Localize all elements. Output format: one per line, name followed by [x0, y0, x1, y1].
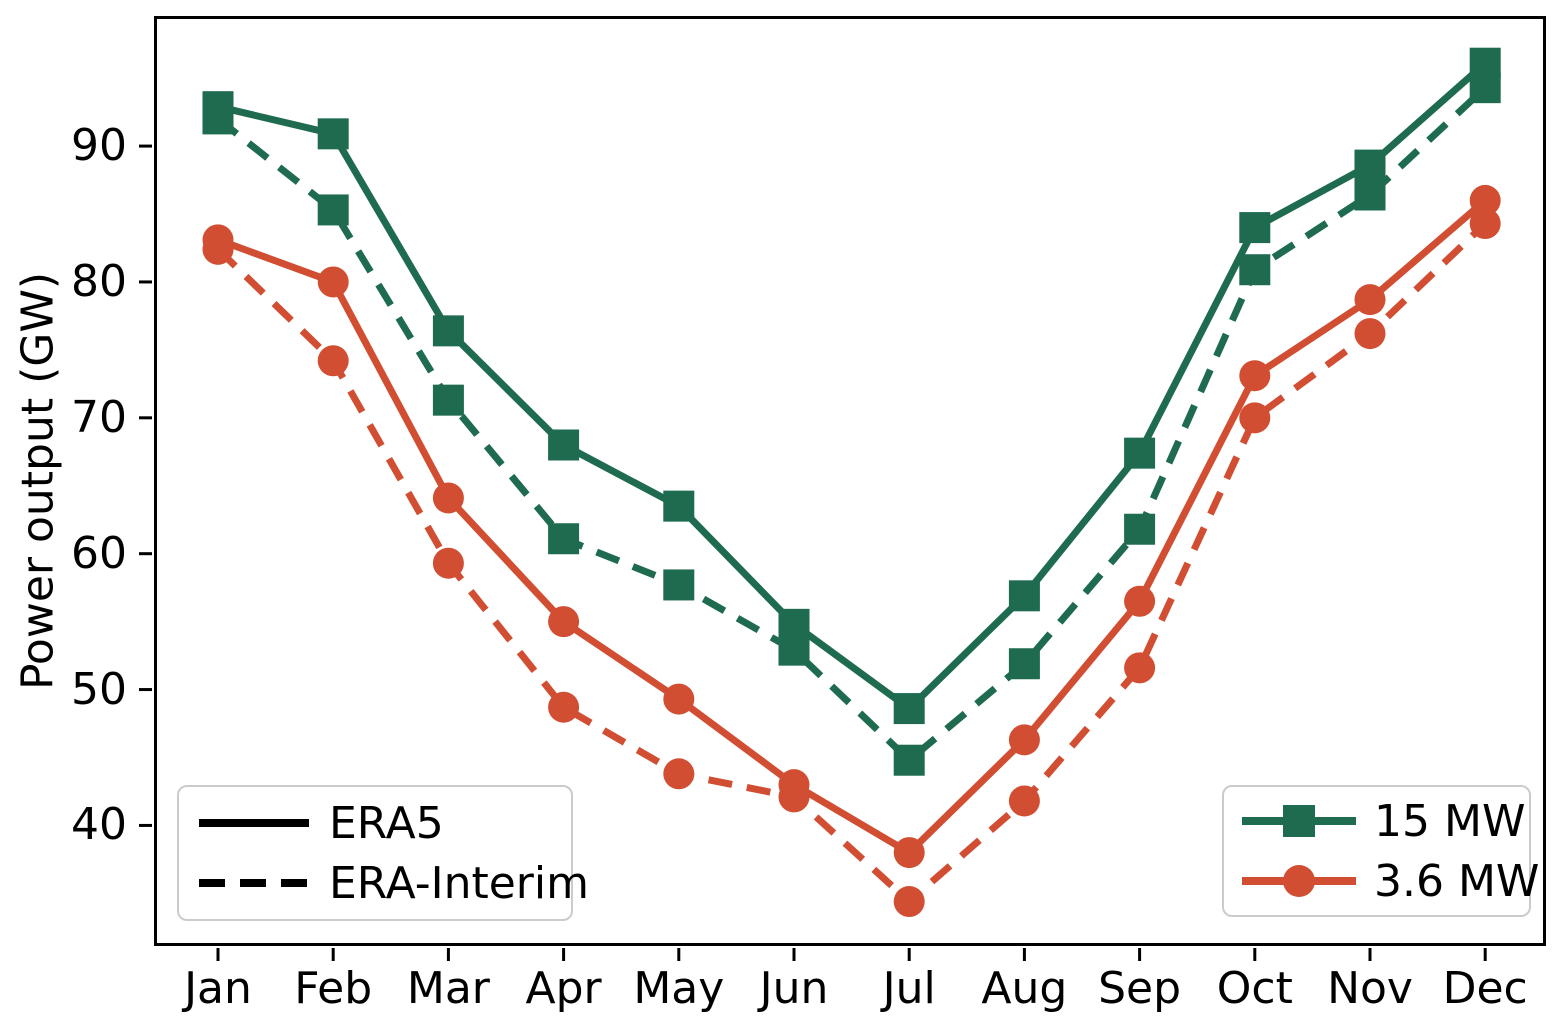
data-point-era-interim-aug [1008, 648, 1040, 680]
data-point-era5-dec [1469, 184, 1501, 216]
data-point-era-interim-jan [202, 103, 234, 135]
data-point-era5-nov [1354, 149, 1386, 181]
x-tick-label-aug: Aug [981, 963, 1068, 1014]
data-point-era-interim-sep [1124, 513, 1156, 545]
legend-item-36mw: 3.6 MW [1234, 851, 1539, 911]
data-point-era5-feb [317, 118, 349, 150]
data-point-era-interim-oct [1239, 254, 1271, 286]
x-tick-label-nov: Nov [1327, 963, 1413, 1014]
x-tick-label-jun: Jun [759, 963, 829, 1014]
series-line-15MW-era5 [217, 60, 1488, 713]
data-point-era5-mar [432, 482, 464, 514]
x-tick-label-may: May [633, 963, 725, 1014]
y-axis-label: Power output (GW) [12, 271, 64, 691]
data-point-era-interim-jun [778, 634, 810, 666]
data-point-era5-sep [1124, 585, 1156, 617]
x-tick-label-jul: Jul [882, 963, 936, 1014]
data-point-era-interim-jul [893, 744, 925, 776]
data-point-era5-may [663, 683, 695, 715]
y-tick-label-70: 70 [71, 391, 127, 443]
series-line-36MW-era5 [216, 197, 1488, 857]
plot-area [139, 47, 1501, 961]
y-tick-label-40: 40 [71, 799, 127, 851]
data-point-era-interim-oct [1239, 402, 1271, 434]
data-point-era5-may [663, 490, 695, 522]
data-point-era-interim-mar [432, 384, 464, 416]
data-point-era5-oct [1239, 360, 1271, 392]
legend-turbine: 15 MW 3.6 MW [1222, 785, 1539, 917]
data-point-era-interim-nov [1354, 179, 1386, 211]
x-tick-label-apr: Apr [525, 963, 602, 1014]
legend-label-era5: ERA5 [329, 797, 444, 849]
data-point-era5-aug [1008, 724, 1040, 756]
data-point-era5-jul [893, 837, 925, 869]
data-point-era-interim-feb [317, 345, 349, 377]
data-point-era-interim-jun [778, 781, 810, 813]
x-tick-label-dec: Dec [1442, 963, 1528, 1014]
y-tick-label-80: 80 [71, 255, 127, 307]
data-point-era5-aug [1008, 580, 1040, 612]
series-line-15MW-era-interim [215, 85, 1488, 764]
square-marker-sample-icon [1242, 805, 1356, 837]
y-tick-label-50: 50 [71, 663, 127, 715]
data-point-era-interim-sep [1124, 652, 1156, 684]
data-point-era5-oct [1239, 212, 1271, 244]
data-point-era-interim-apr [548, 691, 580, 723]
data-point-era-interim-dec [1469, 208, 1501, 240]
legend-label-15mw: 15 MW [1374, 795, 1526, 847]
data-point-era5-jul [893, 693, 925, 725]
data-point-era-interim-mar [432, 547, 464, 579]
data-point-era-interim-nov [1354, 318, 1386, 350]
data-point-era5-apr [548, 429, 580, 461]
y-tick-label-60: 60 [71, 527, 127, 579]
legend-label-36mw: 3.6 MW [1374, 855, 1540, 907]
circle-marker-sample-icon [1242, 865, 1356, 897]
data-point-era-interim-aug [1008, 785, 1040, 817]
data-point-era-interim-feb [317, 194, 349, 226]
y-tick-label-90: 90 [71, 120, 127, 172]
data-point-era5-nov [1354, 284, 1386, 316]
x-tick-label-feb: Feb [294, 963, 373, 1014]
data-point-era-interim-apr [548, 523, 580, 555]
dashed-line-sample-icon [199, 879, 309, 887]
data-point-era5-apr [548, 606, 580, 638]
legend-linestyle: ERA5 ERA-Interim [177, 785, 589, 921]
x-tick-label-jan: Jan [184, 963, 252, 1014]
series-line-36MW-era-interim [215, 220, 1488, 906]
legend-item-15mw: 15 MW [1234, 791, 1525, 851]
data-point-era-interim-jul [893, 886, 925, 918]
data-point-era5-mar [432, 315, 464, 347]
legend-item-era-interim: ERA-Interim [189, 853, 589, 913]
data-point-era5-sep [1124, 437, 1156, 469]
data-point-era-interim-may [663, 758, 695, 790]
data-point-era5-feb [317, 266, 349, 298]
data-point-era-interim-dec [1469, 72, 1501, 104]
data-point-era-interim-may [663, 569, 695, 601]
x-tick-label-oct: Oct [1216, 963, 1293, 1014]
data-point-era-interim-jan [202, 233, 234, 265]
x-tick-label-mar: Mar [406, 963, 490, 1014]
x-tick-label-sep: Sep [1098, 963, 1182, 1014]
legend-label-era-interim: ERA-Interim [329, 857, 589, 909]
legend-item-era5: ERA5 [189, 793, 561, 853]
solid-line-sample-icon [199, 819, 309, 827]
